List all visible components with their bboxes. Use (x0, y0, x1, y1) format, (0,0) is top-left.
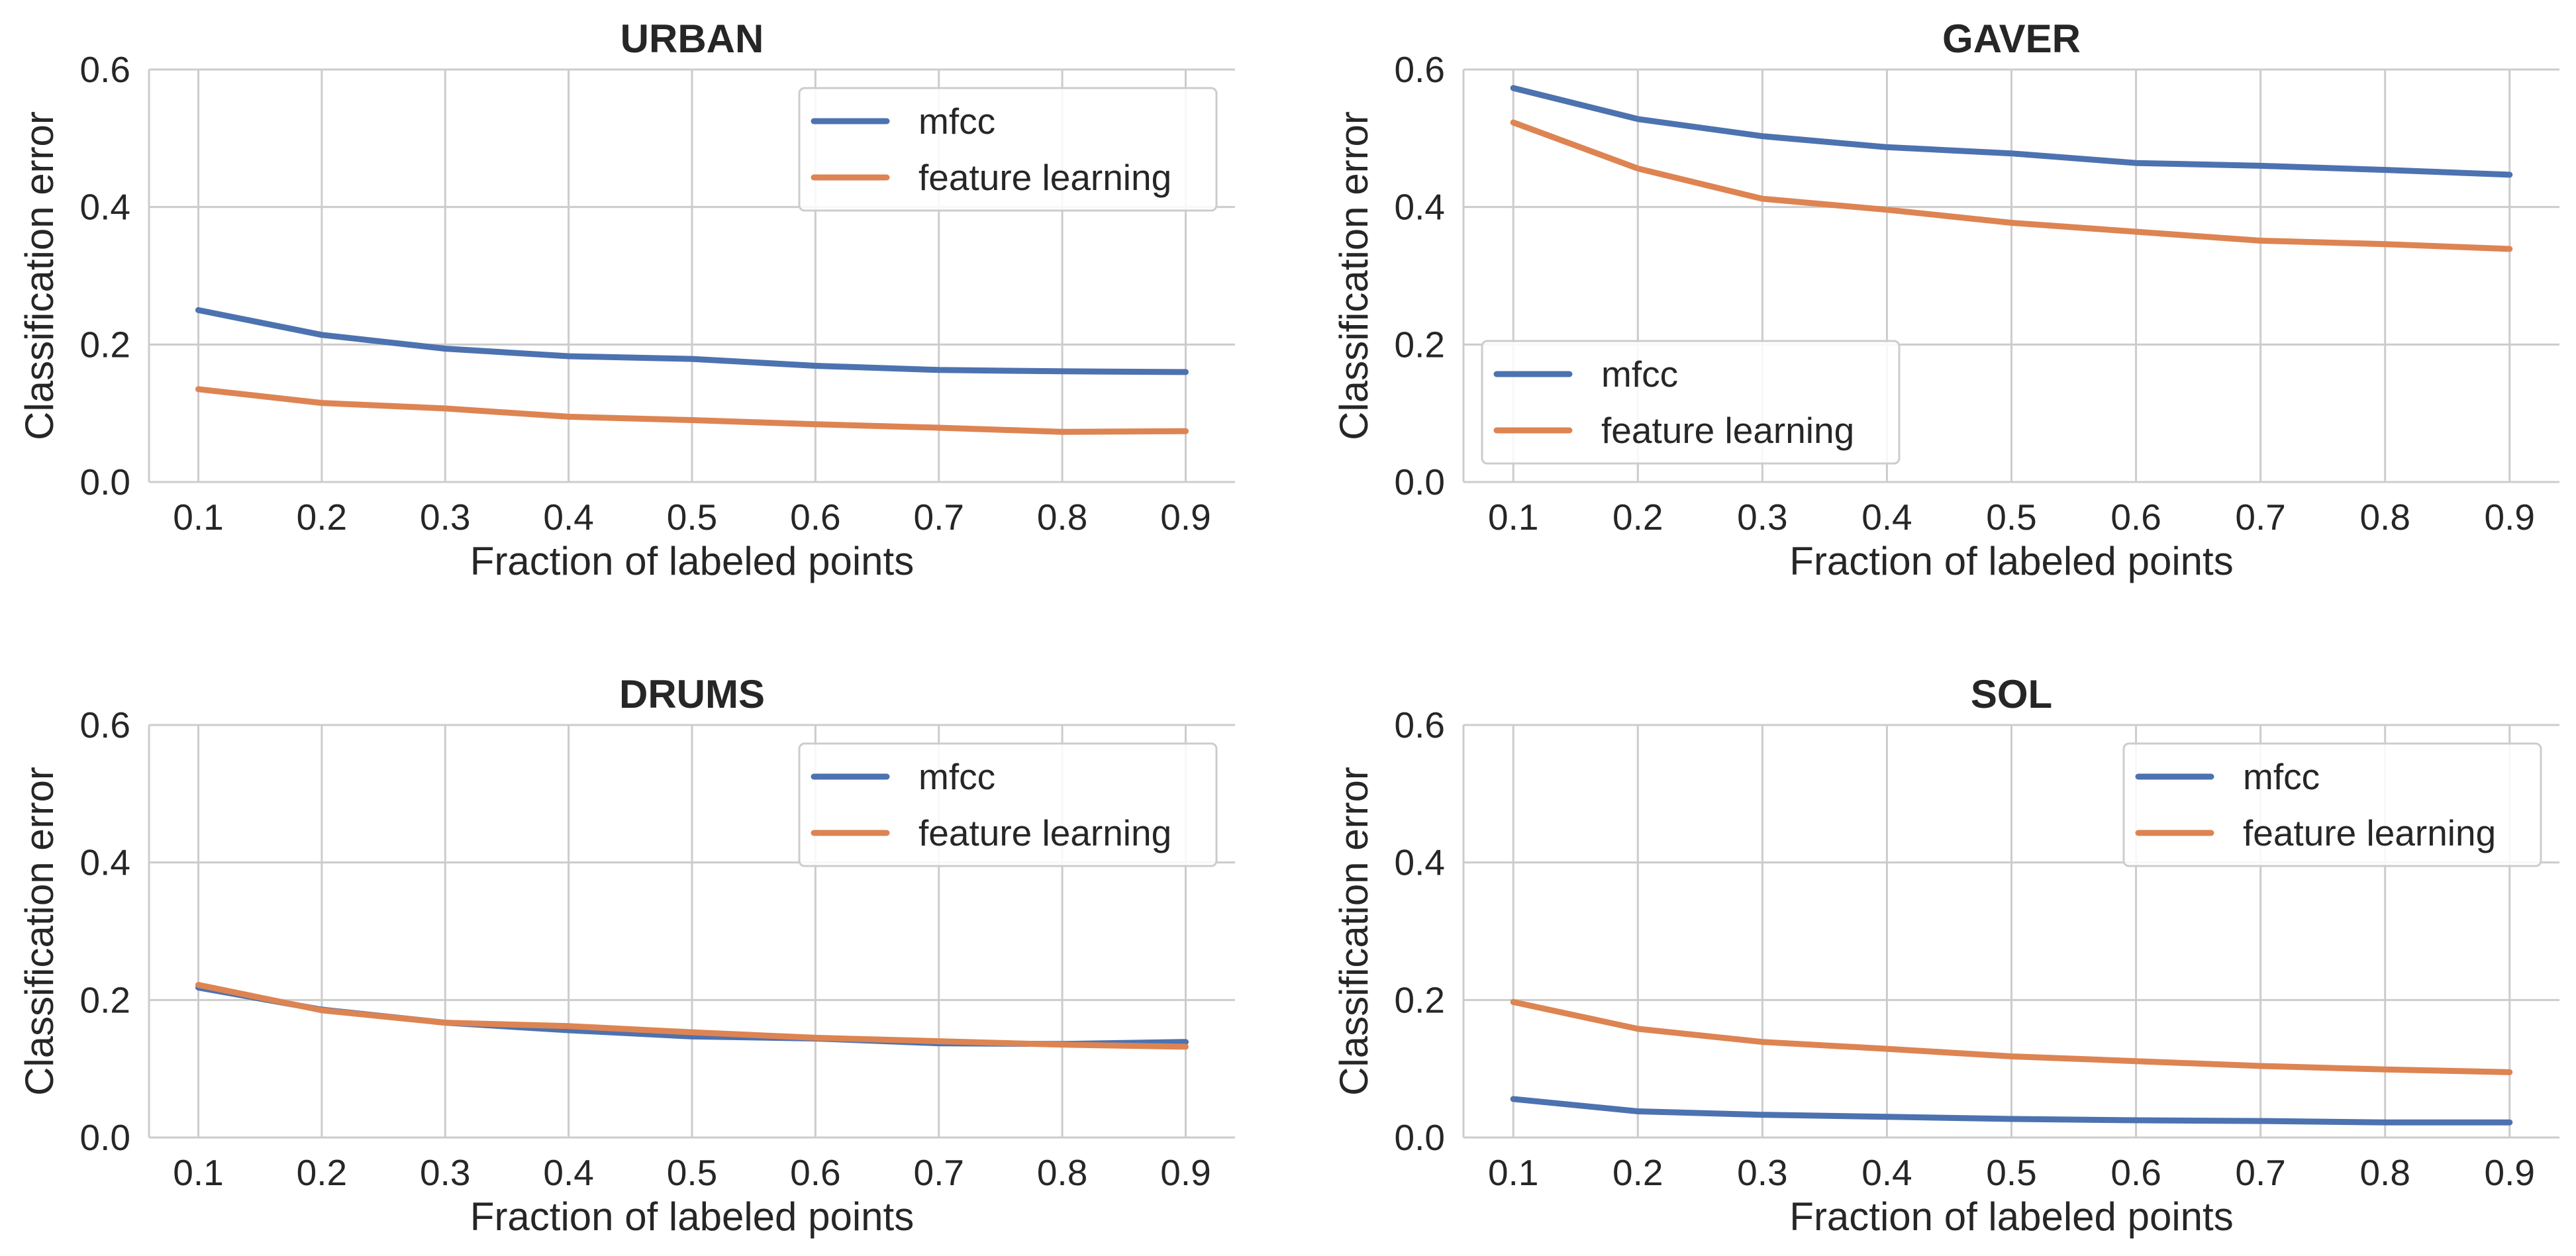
x-axis-title: Fraction of labeled points (470, 1194, 914, 1239)
x-tick-label: 0.6 (790, 497, 840, 538)
y-axis-title: Classification error (17, 111, 62, 440)
chart-title: URBAN (620, 17, 764, 61)
x-tick-label: 0.3 (1737, 497, 1787, 538)
x-tick-label: 0.4 (543, 497, 593, 538)
series-line-feature-learning (195, 982, 1189, 1050)
legend-box (1481, 340, 1901, 465)
x-tick-label: 0.3 (1737, 1152, 1787, 1193)
legend-label: mfcc (2243, 756, 2320, 797)
series-line-feature-learning (195, 386, 1189, 435)
y-tick-label: 0.0 (1395, 461, 1445, 503)
y-tick-label: 0.0 (80, 1117, 130, 1158)
y-tick-label: 0.2 (80, 979, 130, 1020)
legend: mfcc feature learning (1481, 340, 1901, 465)
legend: mfcc feature learning (2122, 742, 2542, 867)
x-tick-label: 0.4 (1861, 1152, 1912, 1193)
chart-title: DRUMS (619, 672, 765, 716)
y-tick-label: 0.6 (80, 704, 130, 746)
x-tick-label: 0.3 (420, 497, 470, 538)
x-tick-label: 0.5 (667, 497, 717, 538)
legend: mfcc feature learning (798, 87, 1218, 212)
x-tick-label: 0.8 (2359, 1152, 2410, 1193)
y-tick-label: 0.6 (1395, 704, 1445, 746)
chart-title: SOL (1971, 672, 2052, 716)
y-tick-label: 0.4 (1395, 842, 1445, 883)
x-tick-label: 0.5 (1986, 1152, 2036, 1193)
y-tick-label: 0.0 (1395, 1117, 1445, 1158)
x-tick-label: 0.1 (1488, 497, 1538, 538)
y-axis-title: Classification error (1332, 767, 1376, 1096)
x-tick-label: 0.8 (1037, 1152, 1087, 1193)
x-tick-label: 0.8 (2359, 497, 2410, 538)
x-tick-label: 0.7 (2235, 497, 2285, 538)
x-tick-label: 0.7 (913, 497, 964, 538)
y-tick-label: 0.2 (1395, 324, 1445, 365)
x-tick-label: 0.1 (173, 497, 223, 538)
legend-label: feature learning (918, 157, 1171, 198)
x-axis-title: Fraction of labeled points (470, 539, 914, 583)
x-tick-label: 0.9 (1160, 1152, 1211, 1193)
legend-label: feature learning (1601, 410, 1854, 451)
y-axis-title: Classification error (17, 767, 62, 1096)
x-axis-title: Fraction of labeled points (1789, 1194, 2233, 1239)
x-tick-label: 0.5 (1986, 497, 2036, 538)
chart-panel-sol: 0.1 0.2 0.3 0.4 0.5 0.6 0.7 0.8 0.9 0.0 0.2 0.4 0.6 S… (1332, 672, 2559, 1239)
x-tick-label: 0.2 (1612, 1152, 1663, 1193)
x-tick-label: 0.7 (913, 1152, 964, 1193)
chart-title: GAVER (1942, 17, 2081, 61)
y-tick-label: 0.4 (80, 842, 130, 883)
x-tick-label: 0.4 (1861, 497, 1912, 538)
x-tick-label: 0.9 (2485, 1152, 2535, 1193)
legend-label: feature learning (918, 812, 1171, 853)
x-tick-label: 0.4 (543, 1152, 593, 1193)
y-tick-label: 0.4 (1395, 187, 1445, 228)
chart-panel-drums: 0.1 0.2 0.3 0.4 0.5 0.6 0.7 0.8 0.9 0.0 0.2 0.4 0.6 D… (17, 672, 1235, 1239)
legend-label: mfcc (1601, 354, 1678, 395)
x-tick-label: 0.9 (1160, 497, 1211, 538)
y-tick-label: 0.0 (80, 461, 130, 503)
series-line-feature-learning (1510, 998, 2513, 1075)
series-line-mfcc (1510, 85, 2513, 178)
y-tick-label: 0.4 (80, 187, 130, 228)
chart-panel-gaver: 0.1 0.2 0.3 0.4 0.5 0.6 0.7 0.8 0.9 0.0 0.2 0.4 0.6 G… (1332, 17, 2559, 583)
legend-label: mfcc (918, 101, 995, 142)
x-axis-title: Fraction of labeled points (1789, 539, 2233, 583)
chart-panel-urban: 0.1 0.2 0.3 0.4 0.5 0.6 0.7 0.8 0.9 0.0 0.2 0.4 0.6 U… (17, 17, 1235, 583)
y-tick-label: 0.2 (1395, 979, 1445, 1020)
series-line-mfcc (195, 307, 1189, 375)
x-tick-label: 0.6 (2110, 497, 2161, 538)
x-tick-label: 0.2 (297, 1152, 347, 1193)
x-tick-label: 0.3 (420, 1152, 470, 1193)
legend-box (798, 87, 1218, 212)
y-axis-title: Classification error (1332, 111, 1376, 440)
y-tick-label: 0.6 (1395, 49, 1445, 90)
x-tick-label: 0.5 (667, 1152, 717, 1193)
y-tick-label: 0.2 (80, 324, 130, 365)
legend-label: mfcc (918, 756, 995, 797)
series-line-mfcc (1510, 1096, 2513, 1126)
x-tick-label: 0.9 (2485, 497, 2535, 538)
legend-box (798, 742, 1218, 867)
x-tick-label: 0.1 (173, 1152, 223, 1193)
y-tick-label: 0.6 (80, 49, 130, 90)
legend-label: feature learning (2243, 812, 2496, 853)
x-tick-label: 0.2 (1612, 497, 1663, 538)
x-tick-label: 0.6 (2110, 1152, 2161, 1193)
x-tick-label: 0.6 (790, 1152, 840, 1193)
x-tick-label: 0.2 (297, 497, 347, 538)
x-tick-label: 0.7 (2235, 1152, 2285, 1193)
legend-box (2122, 742, 2542, 867)
series-line-feature-learning (1510, 119, 2513, 252)
x-tick-label: 0.1 (1488, 1152, 1538, 1193)
x-tick-label: 0.8 (1037, 497, 1087, 538)
legend: mfcc feature learning (798, 742, 1218, 867)
